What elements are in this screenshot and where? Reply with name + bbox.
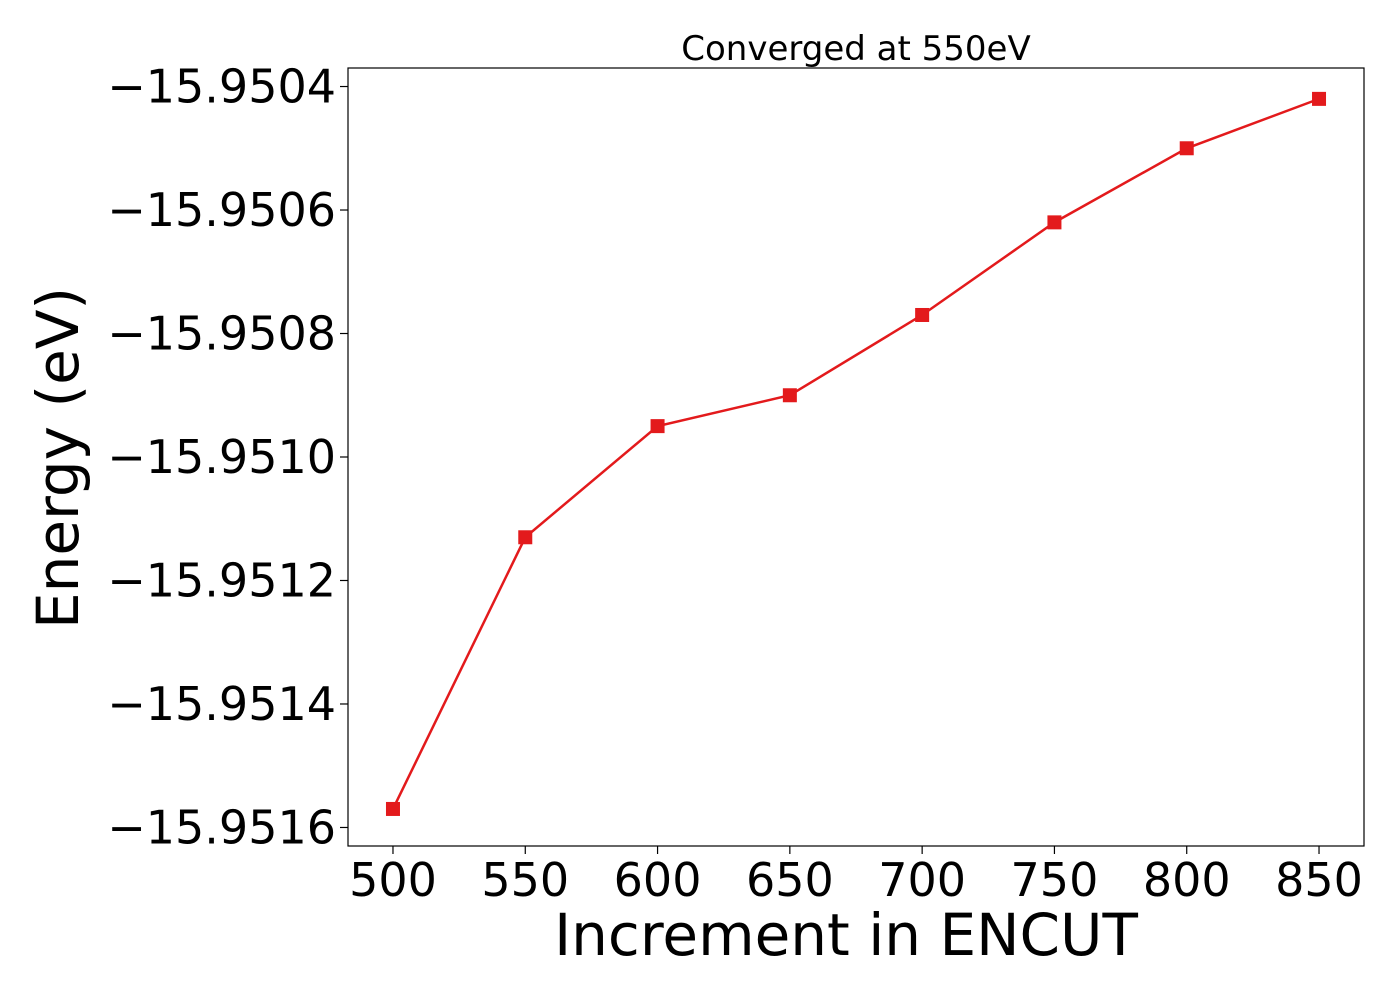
data-point-marker (518, 530, 533, 545)
x-axis: 500 550 600 650 700 750 800 850 (349, 846, 1363, 907)
plot-frame (347, 67, 1365, 847)
data-point-marker (782, 388, 797, 403)
y-tick-label: −15.9514 (107, 677, 336, 731)
x-tick-label: 600 (614, 853, 702, 907)
data-point-marker (385, 801, 400, 816)
data-point-marker (1312, 91, 1327, 106)
series-line (391, 97, 1320, 810)
y-tick-label: −15.9506 (107, 183, 336, 237)
y-tick-label: −15.9508 (107, 307, 336, 361)
y-axis: −15.9516 −15.9514 −15.9512 −15.9510 −15.9508… (107, 60, 348, 854)
x-tick-label: 700 (878, 853, 966, 907)
chart-title: Converged at 550eV (681, 29, 1030, 69)
x-tick-label: 650 (746, 853, 834, 907)
x-tick-label: 750 (1011, 853, 1099, 907)
y-tick-label: −15.9504 (107, 60, 336, 114)
y-axis-label: Energy (eV) (24, 287, 92, 629)
x-tick-label: 550 (481, 853, 569, 907)
data-point-marker (915, 307, 930, 322)
x-axis-label: Increment in ENCUT (554, 901, 1138, 969)
y-tick-label: −15.9512 (107, 553, 336, 607)
y-tick-label: −15.9516 (107, 800, 336, 854)
x-tick-label: 850 (1275, 853, 1363, 907)
x-tick-label: 800 (1143, 853, 1231, 907)
data-point-marker (650, 419, 665, 434)
x-tick-label: 500 (349, 853, 437, 907)
data-point-marker (1179, 141, 1194, 156)
plot-area (385, 91, 1327, 816)
data-point-marker (1047, 215, 1062, 230)
y-tick-label: −15.9510 (107, 430, 336, 484)
